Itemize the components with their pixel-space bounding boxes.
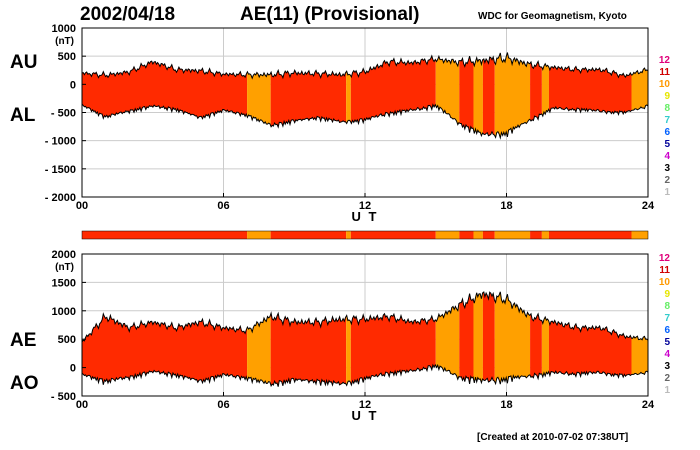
source-label: WDC for Geomagnetism, Kyoto <box>478 11 627 22</box>
legend-level-3: 3 <box>664 361 670 372</box>
legend-level-8: 8 <box>664 301 670 312</box>
legend-level-10: 10 <box>658 79 670 90</box>
station-bar-segment <box>631 231 648 239</box>
series-au-line <box>82 52 648 80</box>
level-fill-segment <box>473 52 483 138</box>
station-bar-segment <box>350 231 436 239</box>
au-label: AU <box>10 52 38 73</box>
station-bar-segment <box>82 231 248 239</box>
series-al-line <box>82 103 648 140</box>
legend-level-7: 7 <box>664 313 670 324</box>
level-fill-segment <box>247 52 271 138</box>
x-tick-label: 24 <box>642 399 655 411</box>
y-tick-label: 0 <box>70 79 76 91</box>
station-bar-segment <box>494 231 531 239</box>
legend-level-8: 8 <box>664 103 670 114</box>
y-tick-label: 500 <box>58 51 76 63</box>
ae-label: AE <box>10 330 37 351</box>
station-bar-segment <box>435 231 460 239</box>
date-label: 2002/04/18 <box>80 4 176 25</box>
al-label: AL <box>10 105 36 126</box>
legend-level-7: 7 <box>664 115 670 126</box>
level-fill-segment <box>270 52 347 138</box>
y-unit-label: (nT) <box>55 36 74 47</box>
station-bar-segment <box>247 231 271 239</box>
legend-level-1: 1 <box>664 385 670 396</box>
level-fill-segment <box>530 52 542 138</box>
station-bar-segment <box>459 231 474 239</box>
series-ao-line <box>82 363 648 388</box>
level-fill-segment <box>482 52 495 138</box>
legend-level-10: 10 <box>658 277 670 288</box>
station-bar-segment <box>473 231 483 239</box>
x-tick-label: 06 <box>217 200 229 212</box>
station-bar-segment <box>530 231 542 239</box>
level-fill-segment <box>473 291 483 387</box>
level-fill-segment <box>494 291 531 387</box>
legend-level-5: 5 <box>664 139 670 150</box>
y-tick-label: 1000 <box>52 23 76 35</box>
y-tick-label: 0 <box>70 363 76 375</box>
x-tick-label: 00 <box>76 399 88 411</box>
panel-au-al: 1000 500 0 - 500 - 1000 - 1500 - 2000 (nT) 00 06 1… <box>45 23 655 224</box>
level-fill-segment <box>459 291 474 387</box>
legend-level-9: 9 <box>664 289 670 300</box>
y-tick-label: - 500 <box>51 391 76 403</box>
series-ae-line <box>82 291 648 343</box>
station-bar-segment <box>541 231 549 239</box>
station-bar-segment <box>270 231 347 239</box>
created-label: [Created at 2010-07-02 07:38UT] <box>477 432 629 443</box>
ao-label: AO <box>10 373 39 394</box>
y-unit-label: (nT) <box>55 262 74 273</box>
level-fill-segment <box>346 52 351 138</box>
y-tick-label: - 2000 <box>45 192 76 204</box>
level-fill-segment <box>541 52 549 138</box>
level-fill-segment <box>541 291 549 387</box>
legend-level-2: 2 <box>664 175 670 186</box>
legend-level-12: 12 <box>658 55 670 66</box>
legend-level-9: 9 <box>664 91 670 102</box>
x-axis-label: U T <box>352 408 379 423</box>
x-tick-label: 00 <box>76 200 88 212</box>
station-bar-segment <box>482 231 495 239</box>
legend-level-4: 4 <box>664 151 670 162</box>
legend-level-6: 6 <box>664 325 670 336</box>
panel-ae-ao: 2000 1500 1000 500 0 - 500 (nT) 00 06 12 18 24 U T <box>51 249 655 423</box>
legend-level-5: 5 <box>664 337 670 348</box>
station-bar-frame <box>81 230 649 240</box>
x-axis-label: U T <box>352 209 379 224</box>
y-tick-label: 1000 <box>52 306 76 318</box>
legend-level-11: 11 <box>659 67 670 78</box>
x-tick-label: 12 <box>359 200 371 212</box>
chart-title: AE(11) (Provisional) <box>240 4 420 25</box>
x-tick-label: 12 <box>359 399 371 411</box>
y-tick-label: - 500 <box>51 108 76 120</box>
legend-level-2: 2 <box>664 373 670 384</box>
legend-level-3: 3 <box>664 163 670 174</box>
legend-level-1: 1 <box>664 187 670 198</box>
legend-level-12: 12 <box>658 253 670 264</box>
x-tick-label: 24 <box>642 200 655 212</box>
station-bar-segment <box>548 231 632 239</box>
station-level-bar <box>81 230 649 240</box>
level-fill-segment <box>482 291 495 387</box>
legend-level-6: 6 <box>664 127 670 138</box>
y-tick-label: 1500 <box>52 277 76 289</box>
y-tick-label: 500 <box>58 334 76 346</box>
legend-level-4: 4 <box>664 349 670 360</box>
level-fill-segment <box>346 291 351 387</box>
y-tick-label: - 1000 <box>45 136 76 148</box>
level-fill-segment <box>270 291 347 387</box>
y-tick-label: 2000 <box>52 249 76 261</box>
x-tick-label: 06 <box>217 399 229 411</box>
x-tick-label: 18 <box>500 200 512 212</box>
y-tick-label: - 1500 <box>45 164 76 176</box>
level-fill-segment <box>530 291 542 387</box>
legend-level-11: 11 <box>659 265 670 276</box>
station-bar-segment <box>346 231 351 239</box>
level-fill-segment <box>459 52 474 138</box>
x-tick-label: 18 <box>500 399 512 411</box>
